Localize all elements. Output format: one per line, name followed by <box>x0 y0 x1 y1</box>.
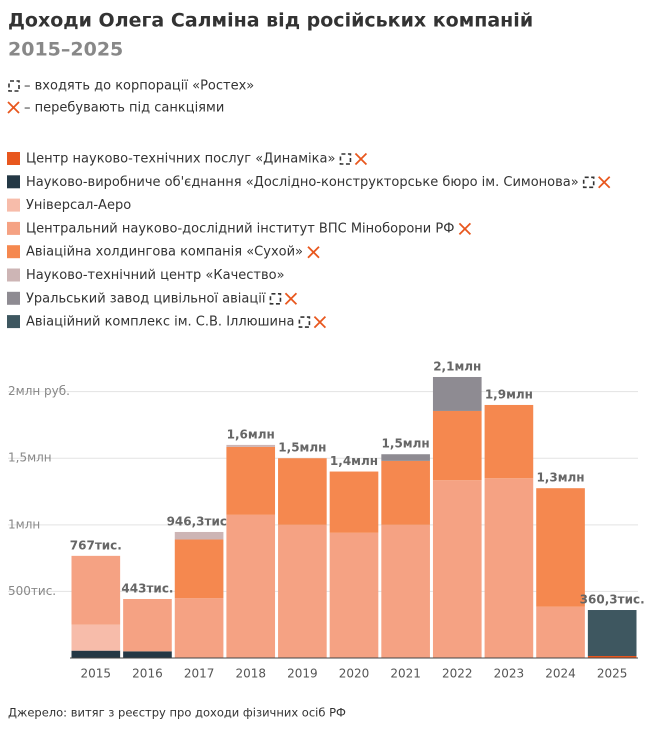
bar-segment <box>381 454 430 461</box>
total-label: 1,5млн <box>382 437 430 451</box>
total-label: 1,9млн <box>485 387 533 401</box>
y-tick-label: 500тис. <box>8 584 56 598</box>
x-tick-label: 2025 <box>597 667 628 681</box>
sanction-icon <box>284 292 298 305</box>
legend-swatch <box>7 221 20 235</box>
legend-label: Авіаційна холдингова компанія «Сухой» <box>26 245 303 260</box>
total-label: 1,3млн <box>536 471 584 485</box>
bar-segment <box>381 524 430 658</box>
sanction-icon <box>354 152 368 166</box>
x-tick-label: 2024 <box>545 667 576 681</box>
bar-segment <box>278 458 327 525</box>
legend-label: Уральський завод цивільної авіації <box>26 291 266 306</box>
legend-label: Науково-технічний центр «Качество» <box>26 268 285 283</box>
bar-segment <box>329 532 379 658</box>
sanction-stroke <box>307 246 320 259</box>
y-tick-label: 1,5млн <box>8 451 52 465</box>
note: – перебувають під санкціями <box>24 101 224 116</box>
legend-swatch <box>7 315 20 329</box>
bar-segment <box>226 444 276 447</box>
legend-label: Центральний науково-дослідний інститут В… <box>26 221 454 236</box>
legend-swatch <box>7 245 20 259</box>
legend-swatch <box>7 268 20 282</box>
sanction-stroke <box>313 315 327 329</box>
bar-segment <box>174 598 224 658</box>
x-tick-label: 2022 <box>442 667 473 681</box>
sanction-stroke <box>284 292 298 305</box>
bar-segment <box>432 376 482 411</box>
rostec-icon <box>8 80 20 92</box>
bar-segment <box>71 650 121 658</box>
x-tick-label: 2021 <box>390 667 421 681</box>
sanction-icon <box>313 315 327 329</box>
bar-segment <box>432 410 482 481</box>
bar-segment <box>123 651 172 658</box>
bar-segment <box>536 488 585 607</box>
bar-segment <box>278 524 327 658</box>
bar-segment <box>329 471 379 533</box>
x-tick-label: 2015 <box>81 667 112 681</box>
bar-segment <box>587 656 637 658</box>
x-tick-label: 2018 <box>235 667 266 681</box>
total-label: 443тис. <box>121 582 173 596</box>
sanction-icon <box>598 176 611 189</box>
x-tick-label: 2019 <box>287 667 318 681</box>
bar-segment <box>174 539 224 599</box>
sanction-stroke <box>598 176 611 189</box>
legend-swatch <box>7 152 20 165</box>
legend-swatch <box>7 291 20 305</box>
bar-segment <box>484 478 534 658</box>
legend-label: Центр науково-технічних послуг «Динаміка… <box>26 152 335 167</box>
rostec-icon <box>339 153 352 165</box>
note: – входять до корпорації «Ростех» <box>24 79 254 94</box>
sanction-icon <box>458 222 472 236</box>
bar-segment <box>484 404 534 479</box>
legend-label: Авіаційний комплекс ім. С.В. Іллюшина <box>26 315 294 330</box>
total-label: 1,4млн <box>330 454 378 468</box>
sanction-icon <box>7 101 20 114</box>
chart-subtitle: 2015–2025 <box>8 39 123 61</box>
legend-swatch <box>7 198 20 212</box>
x-tick-label: 2023 <box>494 667 525 681</box>
total-label: 1,6млн <box>227 427 275 441</box>
bar-segment <box>381 460 430 525</box>
rostec-icon <box>298 316 311 328</box>
bar-segment <box>71 555 121 625</box>
bar-segment <box>123 599 172 652</box>
bar-segment <box>587 610 637 657</box>
x-tick-label: 2020 <box>339 667 370 681</box>
chart-title: Доходи Олега Салміна від російських комп… <box>8 10 533 32</box>
rostec-icon <box>582 176 595 189</box>
total-label: 1,5млн <box>278 441 326 455</box>
x-tick-label: 2016 <box>132 667 163 681</box>
total-label: 946,3тис. <box>167 514 232 528</box>
total-label: 767тис. <box>70 538 122 552</box>
y-tick-label: 1млн <box>8 517 40 531</box>
source: Джерело: витяг з реєстру про доходи фізи… <box>8 706 346 720</box>
sanction-icon <box>307 246 320 259</box>
legend-label: Універсал-Аеро <box>26 198 131 213</box>
y-tick-label: 2млн руб. <box>8 384 70 398</box>
bar-segment <box>174 531 224 540</box>
bar-segment <box>432 480 482 658</box>
x-tick-label: 2017 <box>184 667 215 681</box>
total-label: 360,3тис. <box>580 593 645 607</box>
bar-segment <box>226 514 276 658</box>
legend-swatch <box>7 175 20 189</box>
legend-label: Науково-виробниче об'єднання «Дослідно-к… <box>26 175 579 190</box>
total-label: 2,1млн <box>433 359 481 373</box>
sanction-stroke <box>458 222 472 236</box>
rostec-icon <box>269 292 282 305</box>
sanction-stroke <box>354 152 368 166</box>
bar-segment <box>536 606 585 658</box>
bar-segment <box>71 624 121 651</box>
bar-segment <box>226 446 276 515</box>
